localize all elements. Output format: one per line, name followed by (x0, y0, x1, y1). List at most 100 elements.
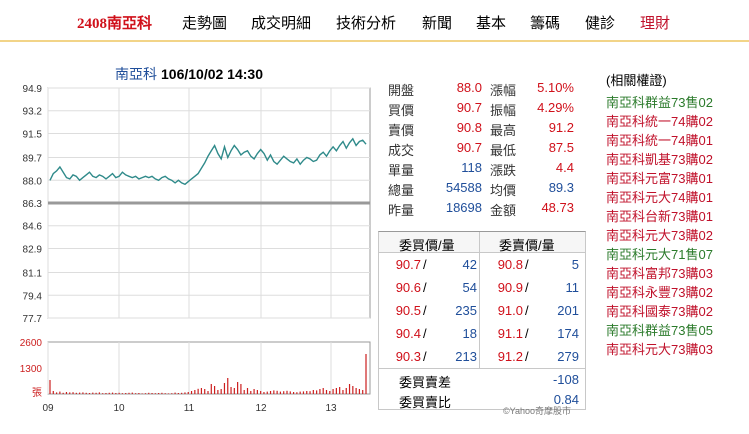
quote-value: 90.7 (456, 100, 482, 115)
warrant-link[interactable]: 南亞科群益73售02 (606, 95, 713, 110)
volume-tick-label: 1300 (20, 364, 43, 375)
y-tick-label: 79.4 (23, 291, 43, 302)
ratio-label: 委買賣比 (399, 395, 452, 410)
warrant-link[interactable]: 南亞科元富73購01 (606, 171, 713, 186)
x-tick-label: 09 (42, 403, 54, 414)
quote-row: 賣價 90.8 最高 91.2 (382, 118, 580, 138)
warrant-list: (相關權證) 南亞科群益73售02 南亞科統一74購02 南亞科統一74購01 南亞科… (606, 70, 713, 359)
ask-qty: 279 (557, 349, 579, 364)
y-tick-label: 86.3 (23, 199, 43, 210)
bid-qty: 235 (455, 303, 477, 318)
bid-price: 90.6 (395, 280, 421, 295)
bid-qty: 42 (462, 257, 477, 272)
quote-value: 4.4 (555, 160, 574, 175)
quote-row: 單量 118 漲跌 4.4 (382, 158, 580, 178)
price-line (49, 137, 367, 186)
quote-label: 總量 (388, 183, 415, 198)
order-book: 委買價/量 委賣價/量 90.7 / 42 90.8 / 5 90.6 / 54… (378, 231, 586, 410)
bid-price: 90.7 (395, 257, 421, 272)
x-tick-label: 10 (113, 403, 125, 414)
nav-tab-trades[interactable]: 成交明細 (251, 15, 312, 32)
ask-price: 90.9 (497, 280, 523, 295)
quote-panel: 94.9 93.2 91.5 89.7 88.0 86.3 84.6 82.9 81.1 79.4… (0, 42, 749, 434)
chart-title: 南亞科 106/10/02 14:30 (115, 64, 263, 84)
copyright: ©Yahoo奇摩股市 (503, 406, 571, 416)
y-tick-label: 94.9 (23, 84, 43, 95)
y-tick-label: 77.7 (23, 314, 43, 325)
warrant-link[interactable]: 南亞科永豐73購02 (606, 285, 713, 300)
bid-qty: 213 (455, 349, 477, 364)
y-tick-label: 84.6 (23, 222, 43, 233)
chart-stock-name: 南亞科 (115, 66, 157, 82)
quote-value: 118 (461, 160, 482, 175)
quote-label: 最低 (490, 143, 517, 158)
quote-label: 單量 (388, 163, 415, 178)
warrant-link[interactable]: 南亞科群益73售05 (606, 323, 713, 338)
ask-qty: 174 (557, 326, 579, 341)
warrant-link[interactable]: 南亞科富邦73購03 (606, 266, 713, 281)
nav-tab-finance[interactable]: 理財 (640, 15, 671, 32)
warrant-link[interactable]: 南亞科元大73購03 (606, 342, 713, 357)
quote-value: 5.10% (537, 80, 574, 95)
quote-label: 昨量 (388, 203, 415, 218)
quote-value: 18698 (445, 200, 482, 215)
quote-row: 成交 90.7 最低 87.5 (382, 138, 580, 158)
volume-tick-label: 張 (32, 387, 42, 399)
quote-row: 昨量 18698 金額 48.73 (382, 198, 580, 218)
ask-price: 91.2 (497, 349, 523, 364)
y-tick-label: 91.5 (23, 129, 43, 140)
warrant-link[interactable]: 南亞科元大74購01 (606, 190, 713, 205)
ask-qty: 5 (571, 257, 579, 272)
nav-tab-news[interactable]: 新聞 (422, 15, 453, 32)
quote-value: 89.3 (548, 180, 574, 195)
y-tick-label: 82.9 (23, 244, 43, 255)
bid-header: 委買價/量 (399, 238, 455, 253)
nav-tab-chips[interactable]: 籌碼 (530, 15, 561, 32)
ask-header: 委賣價/量 (499, 238, 555, 253)
ratio-value: 0.84 (553, 392, 579, 407)
warrant-link[interactable]: 南亞科統一74購02 (606, 114, 713, 129)
quote-label: 成交 (388, 143, 415, 158)
warrant-link[interactable]: 南亞科統一74購01 (606, 133, 713, 148)
nav-tab-basic[interactable]: 基本 (476, 15, 507, 32)
bid-price: 90.5 (395, 303, 421, 318)
quote-table: 開盤 88.0 漲幅 5.10% 買價 90.7 振幅 4.29% 賣價 90.8 最高 91.2 成交… (382, 78, 580, 218)
nav-stock-title[interactable]: 2408南亞科 (77, 16, 153, 32)
warrant-link[interactable]: 南亞科元大71售07 (606, 247, 713, 262)
diff-label: 委買賣差 (399, 375, 452, 390)
x-tick-label: 12 (255, 403, 267, 414)
quote-label: 振幅 (490, 103, 517, 118)
nav-tab-checkup[interactable]: 健診 (585, 15, 616, 32)
orderbook-row: 90.5 / 235 91.0 / 201 (379, 299, 585, 322)
nav-tab-technical[interactable]: 技術分析 (336, 15, 397, 32)
quote-label: 均價 (490, 183, 517, 198)
quote-label: 賣價 (388, 123, 415, 138)
warrant-link[interactable]: 南亞科國泰73購02 (606, 304, 713, 319)
quote-value: 88.0 (456, 80, 482, 95)
diff-value: -108 (552, 372, 579, 387)
volume-plot-frame (47, 341, 371, 395)
orderbook-ratio: 委買賣比 0.84 (379, 389, 585, 410)
quote-label: 買價 (388, 103, 415, 118)
quote-label: 最高 (490, 123, 517, 138)
quote-label: 開盤 (388, 83, 415, 98)
quote-value: 54588 (445, 180, 482, 195)
warrant-link[interactable]: 南亞科元大73購02 (606, 228, 713, 243)
warrant-link[interactable]: 南亞科台新73購01 (606, 209, 713, 224)
top-nav: 2408南亞科 走勢圖 成交明細 技術分析 新聞 基本 籌碼 健診 理財 (0, 0, 749, 42)
orderbook-row: 90.4 / 18 91.1 / 174 (379, 322, 585, 345)
bid-qty: 18 (462, 326, 477, 341)
quote-value: 90.8 (456, 120, 482, 135)
intraday-chart: 94.9 93.2 91.5 89.7 88.0 86.3 84.6 82.9 81.1 79.4… (20, 84, 371, 414)
ask-price: 90.8 (497, 257, 523, 272)
bid-qty: 54 (462, 280, 477, 295)
warrant-link[interactable]: 南亞科凱基73購02 (606, 152, 713, 167)
orderbook-row: 90.3 / 213 91.2 / 279 (379, 345, 585, 368)
nav-tab-trend[interactable]: 走勢圖 (182, 15, 228, 32)
quote-value: 87.5 (548, 140, 574, 155)
quote-value: 90.7 (456, 140, 482, 155)
y-tick-label: 89.7 (23, 154, 43, 165)
orderbook-header: 委買價/量 委賣價/量 (379, 232, 585, 253)
quote-value: 48.73 (541, 200, 574, 215)
y-tick-label: 88.0 (23, 176, 43, 187)
